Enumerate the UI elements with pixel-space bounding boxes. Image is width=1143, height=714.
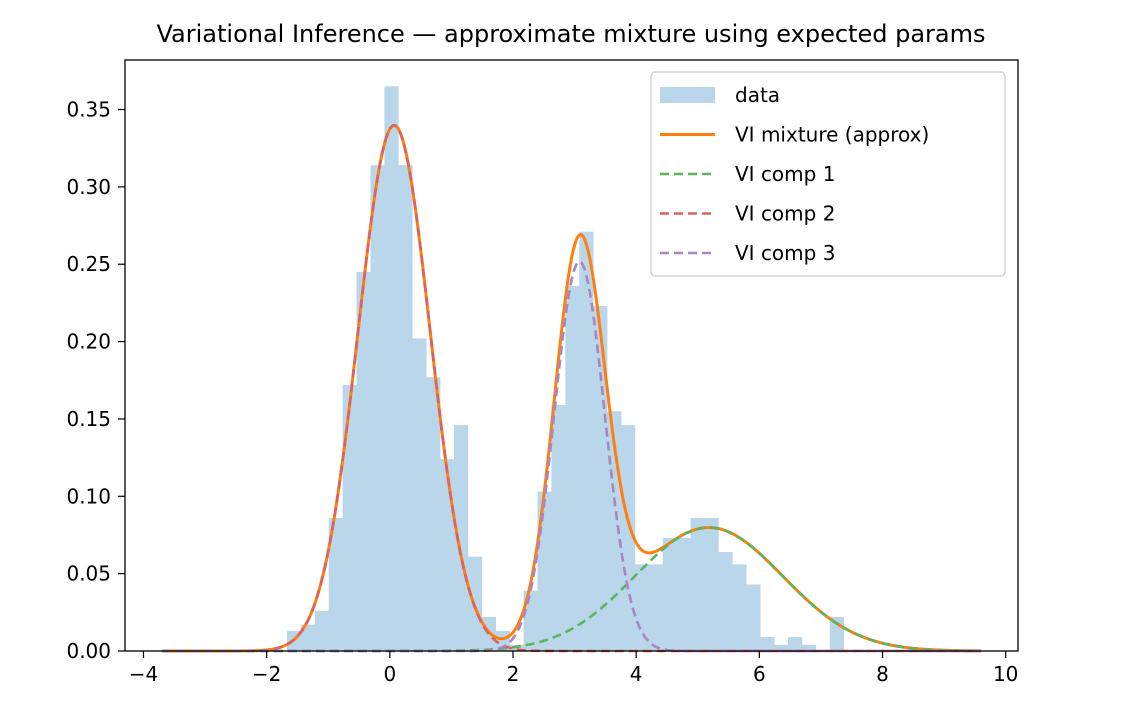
series-vi-comp-1-line: [161, 526, 982, 653]
histogram-bar: [690, 517, 705, 651]
histogram-bar: [732, 564, 747, 651]
legend-box: [650, 71, 1006, 277]
histogram-bar: [676, 538, 691, 651]
histogram-bar: [746, 584, 761, 651]
histogram-bar: [579, 231, 594, 652]
x-tick-label: 2: [507, 662, 520, 686]
histogram-bar: [453, 425, 469, 651]
x-tick-label: 10: [993, 662, 1018, 686]
y-tick-label: 0.10: [66, 484, 111, 508]
legend-swatch: [660, 87, 715, 103]
y-tick-label: 0.35: [66, 98, 111, 122]
histogram-bar: [774, 644, 789, 651]
histogram-bar: [370, 165, 385, 651]
histogram-bar: [801, 644, 817, 651]
histogram-bar: [788, 637, 803, 651]
y-axis: 0.00 0.05 0.10 0.15 0.20 0.25 0.30 0.35: [66, 98, 125, 663]
histogram-bar: [718, 551, 733, 651]
histogram-bar: [523, 590, 538, 651]
histogram-bar: [760, 637, 775, 651]
histogram-bar: [342, 384, 357, 651]
histogram-bar: [328, 517, 343, 651]
histogram-bar: [565, 285, 580, 651]
histogram-bar: [634, 564, 650, 651]
y-tick-label: 0.20: [66, 330, 111, 354]
y-tick-label: 0.30: [66, 175, 111, 199]
legend-label: VI mixture (approx): [735, 123, 929, 147]
histogram-bar: [398, 165, 413, 651]
x-tick-label: 0: [383, 662, 396, 686]
histogram-bar: [384, 86, 399, 652]
histogram-bar: [426, 377, 441, 651]
series-vi-comp-3-line: [161, 260, 982, 653]
legend-label: VI comp 2: [735, 202, 835, 226]
legend-label: VI comp 1: [735, 162, 835, 186]
x-tick-label: 8: [876, 662, 889, 686]
histogram-bar: [704, 517, 719, 651]
histogram-bar: [356, 271, 371, 651]
histogram-bar: [648, 564, 664, 651]
x-tick-label: −4: [129, 662, 158, 686]
histogram-bar: [412, 338, 427, 651]
histogram-bar: [621, 425, 636, 651]
plot-frame: [124, 59, 1019, 652]
histogram-bar: [593, 305, 608, 651]
x-tick-label: 6: [753, 662, 766, 686]
histogram-bar: [551, 405, 566, 651]
histogram-bar: [314, 610, 330, 651]
histogram-bar: [662, 538, 677, 651]
x-axis: −4 −2 0 2 4 6 8 10: [129, 651, 1018, 686]
y-tick-label: 0.00: [66, 639, 111, 663]
legend-label: data: [735, 83, 780, 107]
y-tick-label: 0.25: [66, 252, 111, 276]
y-tick-label: 0.15: [66, 407, 111, 431]
y-tick-label: 0.05: [66, 562, 111, 586]
histogram-bar: [537, 491, 552, 651]
histogram-bar: [300, 624, 316, 651]
chart-title: Variational Inference — approximate mixt…: [157, 20, 986, 48]
x-tick-label: 4: [630, 662, 643, 686]
legend: data VI mixture (approx) VI comp 1 VI comp …: [650, 71, 1006, 277]
x-tick-label: −2: [252, 662, 281, 686]
histogram-bar: [440, 459, 455, 651]
legend-label: VI comp 3: [735, 241, 835, 265]
